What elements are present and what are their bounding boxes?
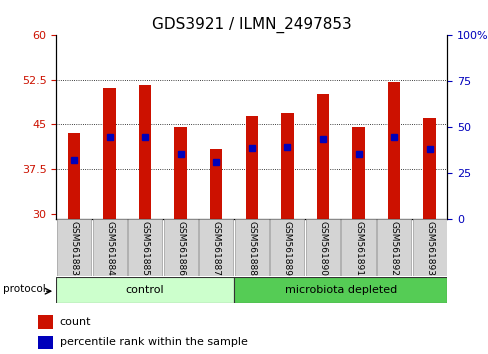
Bar xyxy=(305,219,339,276)
Text: GSM561889: GSM561889 xyxy=(283,221,291,276)
Bar xyxy=(234,277,447,303)
Text: GSM561885: GSM561885 xyxy=(141,221,149,276)
Bar xyxy=(376,219,410,276)
Bar xyxy=(139,85,151,219)
Text: GSM561890: GSM561890 xyxy=(318,221,327,276)
Bar xyxy=(270,219,304,276)
Text: GSM561886: GSM561886 xyxy=(176,221,185,276)
Bar xyxy=(68,133,80,219)
Bar xyxy=(234,219,268,276)
Bar xyxy=(199,219,233,276)
Bar xyxy=(92,219,126,276)
Bar xyxy=(412,219,446,276)
Bar xyxy=(210,149,222,219)
Text: GSM561888: GSM561888 xyxy=(247,221,256,276)
Bar xyxy=(423,118,435,219)
Bar xyxy=(56,277,234,303)
Bar xyxy=(341,219,375,276)
Title: GDS3921 / ILMN_2497853: GDS3921 / ILMN_2497853 xyxy=(152,16,351,33)
Text: count: count xyxy=(60,317,91,327)
Text: GSM561893: GSM561893 xyxy=(424,221,433,276)
Text: GSM561887: GSM561887 xyxy=(211,221,220,276)
Bar xyxy=(316,93,328,219)
Bar xyxy=(38,315,53,329)
Text: GSM561884: GSM561884 xyxy=(105,221,114,276)
Text: GSM561883: GSM561883 xyxy=(69,221,79,276)
Bar xyxy=(281,113,293,219)
Bar xyxy=(163,219,197,276)
Bar xyxy=(57,219,91,276)
Text: protocol: protocol xyxy=(3,284,45,294)
Bar xyxy=(103,88,116,219)
Bar xyxy=(245,115,258,219)
Bar xyxy=(351,127,364,219)
Text: control: control xyxy=(125,285,164,295)
Bar xyxy=(128,219,162,276)
Text: microbiota depleted: microbiota depleted xyxy=(284,285,396,295)
Text: percentile rank within the sample: percentile rank within the sample xyxy=(60,337,247,348)
Bar xyxy=(174,127,186,219)
Bar xyxy=(38,336,53,349)
Text: GSM561892: GSM561892 xyxy=(389,221,398,276)
Bar xyxy=(387,82,400,219)
Text: GSM561891: GSM561891 xyxy=(353,221,362,276)
